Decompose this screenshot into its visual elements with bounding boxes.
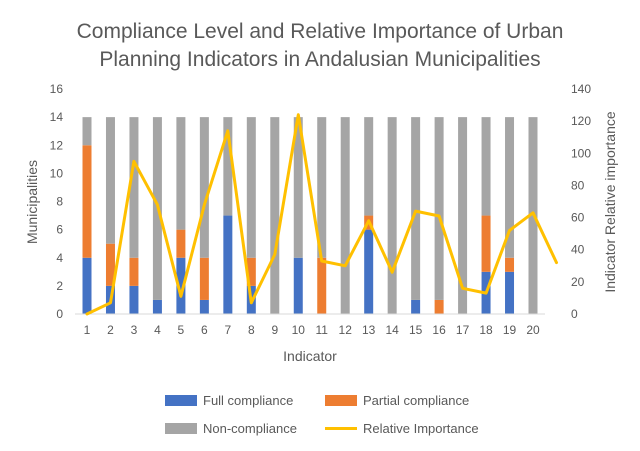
x-tick-label: 19 — [503, 323, 517, 337]
bar-non-compliance-18 — [481, 117, 491, 216]
bar-partial-compliance-1 — [82, 145, 92, 258]
legend-label-full-compliance: Full compliance — [203, 393, 293, 408]
x-tick-label: 20 — [526, 323, 540, 337]
bar-non-compliance-12 — [340, 117, 350, 314]
y2-tick-label: 120 — [571, 114, 591, 128]
bar-non-compliance-3 — [129, 117, 139, 258]
y-tick-label: 4 — [56, 251, 63, 265]
bar-full-compliance-3 — [129, 285, 139, 314]
relative-importance-line — [85, 113, 558, 316]
y2-tick-label: 100 — [571, 146, 591, 160]
x-tick-label: 12 — [339, 323, 353, 337]
bar-full-compliance-19 — [505, 271, 515, 314]
legend-label-partial-compliance: Partial compliance — [363, 393, 469, 408]
bar-partial-compliance-6 — [199, 257, 209, 300]
y-tick-label: 10 — [50, 166, 64, 180]
bar-non-compliance-2 — [105, 117, 115, 244]
bar-non-compliance-11 — [317, 117, 327, 258]
y-tick-label: 2 — [56, 279, 63, 293]
bar-partial-compliance-8 — [246, 257, 256, 286]
y2-tick-label: 40 — [571, 243, 585, 257]
x-tick-label: 1 — [84, 323, 91, 337]
bar-full-compliance-15 — [411, 299, 421, 314]
bar-non-compliance-1 — [82, 117, 92, 146]
bar-non-compliance-14 — [387, 117, 397, 314]
x-tick-label: 7 — [224, 323, 231, 337]
chart-title-line-2: Planning Indicators in Andalusian Munici… — [99, 48, 540, 71]
bar-full-compliance-13 — [364, 229, 374, 314]
bar-non-compliance-19 — [505, 117, 515, 258]
bar-non-compliance-13 — [364, 117, 374, 216]
legend-swatch-partial-compliance — [325, 395, 357, 406]
bar-full-compliance-5 — [176, 257, 186, 314]
bar-partial-compliance-16 — [434, 299, 444, 314]
y-tick-label: 12 — [50, 138, 64, 152]
x-tick-label: 14 — [385, 323, 399, 337]
x-tick-label: 3 — [131, 323, 138, 337]
x-tick-label: 2 — [107, 323, 114, 337]
bar-partial-compliance-3 — [129, 257, 139, 286]
bar-non-compliance-8 — [246, 117, 256, 258]
x-tick-label: 10 — [292, 323, 306, 337]
bar-non-compliance-17 — [458, 117, 468, 314]
x-tick-label: 5 — [178, 323, 185, 337]
bar-non-compliance-7 — [223, 117, 233, 216]
x-tick-label: 4 — [154, 323, 161, 337]
y-axis-label: Municipalities — [24, 160, 40, 244]
y-tick-label: 16 — [50, 82, 64, 96]
x-tick-label: 15 — [409, 323, 423, 337]
bar-non-compliance-9 — [270, 117, 280, 314]
legend-label-non-compliance: Non-compliance — [203, 421, 297, 436]
bar-full-compliance-10 — [293, 257, 303, 314]
x-tick-label: 17 — [456, 323, 470, 337]
bar-non-compliance-10 — [293, 117, 303, 258]
bars-group — [82, 117, 538, 314]
bar-partial-compliance-5 — [176, 229, 186, 258]
bar-partial-compliance-11 — [317, 257, 327, 314]
bar-full-compliance-4 — [152, 299, 162, 314]
y2-axis-ticks: 0 20 40 60 80 100 120 140 — [571, 82, 591, 321]
x-tick-label: 16 — [432, 323, 446, 337]
legend-swatch-non-compliance — [165, 423, 197, 434]
y2-tick-label: 0 — [571, 307, 578, 321]
x-tick-label: 11 — [316, 323, 329, 337]
x-axis-label: Indicator — [283, 348, 337, 364]
y2-tick-label: 140 — [571, 82, 591, 96]
bar-partial-compliance-2 — [105, 243, 115, 286]
legend-label-relative-importance: Relative Importance — [363, 421, 479, 436]
x-tick-label: 6 — [201, 323, 208, 337]
chart-title-line-1: Compliance Level and Relative Importance… — [77, 20, 564, 43]
y2-tick-label: 60 — [571, 211, 585, 225]
bar-non-compliance-16 — [434, 117, 444, 300]
y-axis-ticks: 0 2 4 6 8 10 12 14 16 — [50, 82, 64, 321]
bar-full-compliance-7 — [223, 215, 233, 314]
y2-tick-label: 20 — [571, 275, 585, 289]
x-tick-label: 9 — [271, 323, 278, 337]
y2-tick-label: 80 — [571, 178, 585, 192]
y-tick-label: 6 — [56, 223, 63, 237]
legend-swatch-full-compliance — [165, 395, 197, 406]
y-tick-label: 0 — [56, 307, 63, 321]
y-tick-label: 14 — [50, 110, 64, 124]
x-tick-label: 13 — [362, 323, 376, 337]
legend: Full compliance Partial compliance Non-c… — [165, 393, 479, 436]
bar-partial-compliance-18 — [481, 215, 491, 272]
x-tick-label: 18 — [479, 323, 493, 337]
y2-axis-label: Indicator Relative importance — [602, 111, 618, 293]
relative-importance-line-group — [85, 113, 558, 316]
bar-non-compliance-6 — [199, 117, 209, 258]
bar-non-compliance-15 — [411, 117, 421, 300]
bar-full-compliance-6 — [199, 299, 209, 314]
bar-full-compliance-1 — [82, 257, 92, 314]
x-axis-ticks: 1 2 3 4 5 6 7 8 9 10 11 12 13 14 15 16 17 18 19 20 — [84, 323, 540, 337]
bar-non-compliance-5 — [176, 117, 186, 230]
x-tick-label: 8 — [248, 323, 255, 337]
y-tick-label: 8 — [56, 195, 63, 209]
bar-partial-compliance-19 — [505, 257, 515, 272]
